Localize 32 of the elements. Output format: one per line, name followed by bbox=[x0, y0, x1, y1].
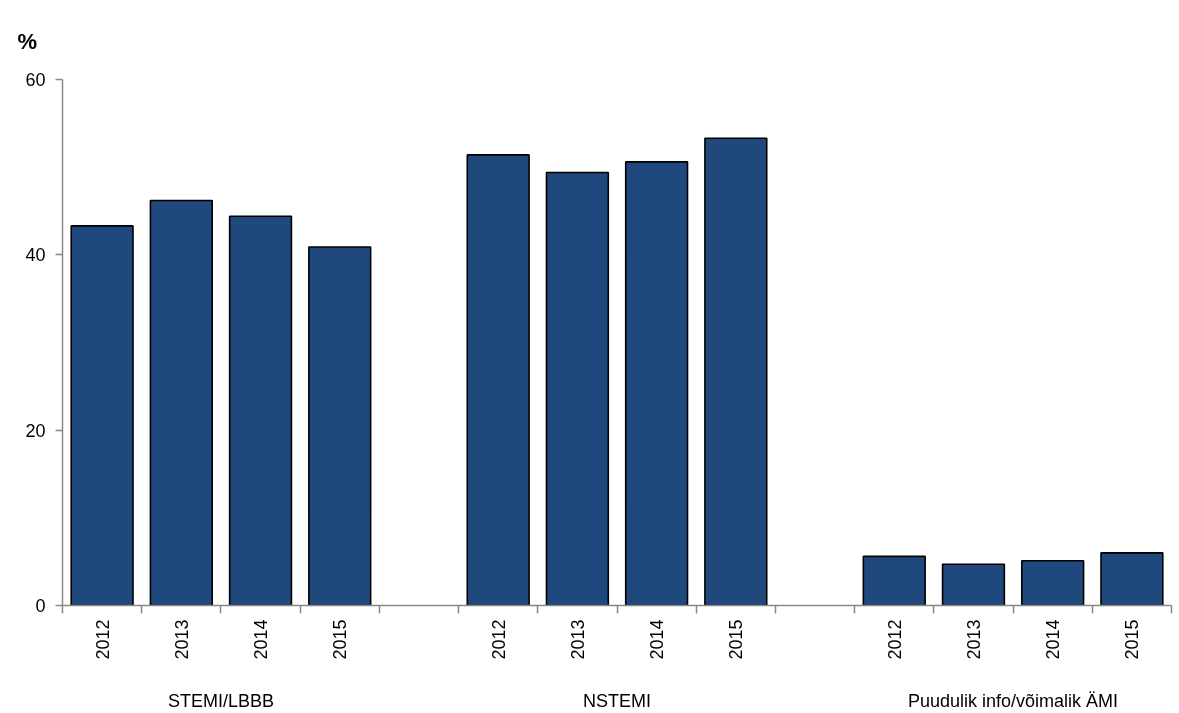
bar bbox=[624, 161, 689, 606]
bar bbox=[308, 246, 372, 606]
bar bbox=[1020, 559, 1085, 606]
x-tick-label: 2015 bbox=[1122, 619, 1143, 660]
y-axis-title: % bbox=[17, 28, 38, 54]
bar bbox=[149, 199, 214, 606]
x-tick-label: 2013 bbox=[963, 619, 984, 660]
bar bbox=[545, 171, 610, 606]
x-tick-label: 2012 bbox=[488, 619, 509, 660]
y-tick-label: 40 bbox=[25, 245, 46, 266]
x-tick-label: 2014 bbox=[647, 619, 668, 660]
y-tick-label: 60 bbox=[25, 70, 46, 90]
x-tick-label: 2014 bbox=[1043, 619, 1064, 660]
x-tick-label: 2014 bbox=[251, 619, 272, 660]
bar bbox=[1100, 552, 1164, 606]
x-tick-label: 2012 bbox=[92, 619, 113, 660]
x-tick-label: 2015 bbox=[726, 619, 747, 660]
bar bbox=[862, 555, 926, 606]
x-tick-label: 2015 bbox=[330, 619, 351, 660]
x-tick-label: 2013 bbox=[567, 619, 588, 660]
y-tick-label: 20 bbox=[25, 420, 46, 441]
bar bbox=[70, 225, 134, 606]
bar bbox=[466, 154, 530, 606]
bar bbox=[704, 137, 768, 606]
x-tick-label: 2013 bbox=[171, 619, 192, 660]
text: NSTEMI bbox=[583, 690, 652, 711]
bar bbox=[228, 215, 293, 606]
y-tick-label: 0 bbox=[35, 596, 46, 616]
bar bbox=[941, 563, 1006, 606]
x-tick-label: 2012 bbox=[884, 619, 905, 660]
text: STEMI/LBBB bbox=[167, 690, 274, 711]
text: Puudulik info/võimalik ÄMI bbox=[908, 690, 1119, 711]
